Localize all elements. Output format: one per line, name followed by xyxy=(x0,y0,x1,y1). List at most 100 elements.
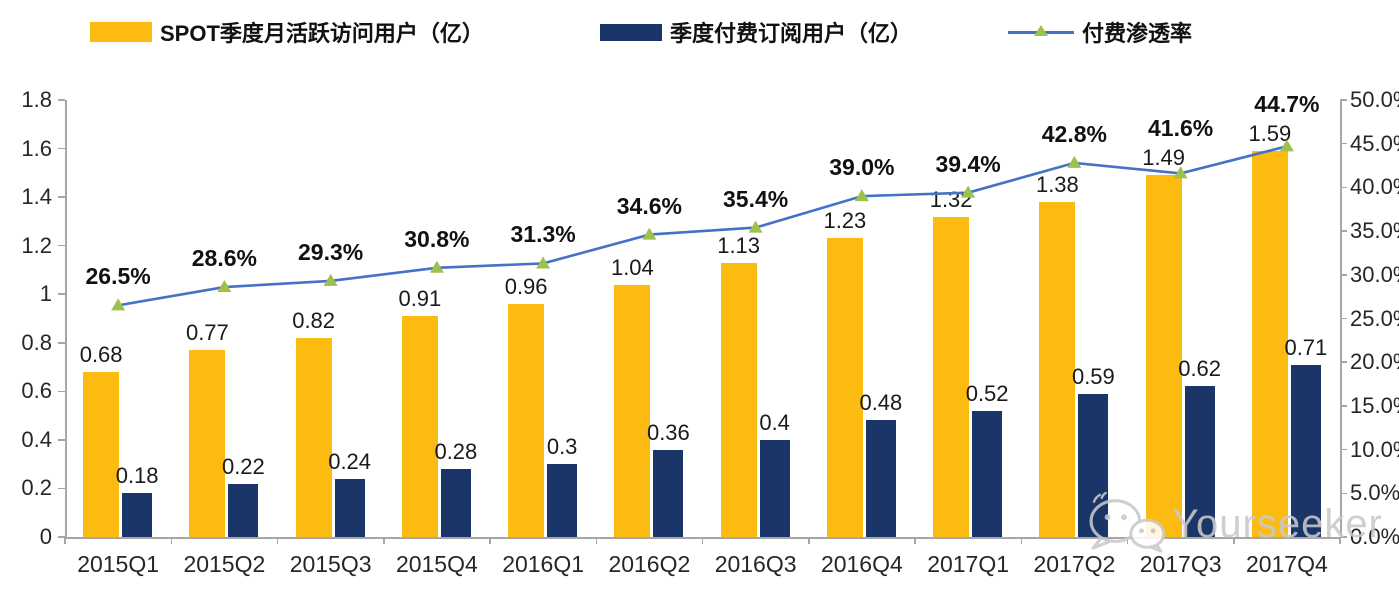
y-axis-left-tick xyxy=(58,147,65,150)
bar-subscribers xyxy=(1290,364,1321,537)
bar-label-subscribers: 0.4 xyxy=(759,409,790,435)
bar-subscribers xyxy=(440,469,471,537)
legend-swatch-subscribers xyxy=(600,23,662,41)
x-axis-tick xyxy=(914,537,916,544)
x-axis-label: 2017Q2 xyxy=(1033,551,1116,577)
y-axis-right-tick xyxy=(1340,405,1347,407)
y-axis-right-tick xyxy=(1340,317,1347,320)
bar-mau xyxy=(508,303,545,537)
triangle-marker-icon xyxy=(429,260,444,273)
y-axis-right-label: 15.0% xyxy=(1350,392,1399,418)
bar-mau xyxy=(83,371,120,537)
triangle-marker-icon xyxy=(1173,166,1188,179)
x-axis-tick xyxy=(383,537,385,544)
bar-mau xyxy=(189,350,226,537)
bar-mau xyxy=(614,284,651,537)
y-axis-right-label: 5.0% xyxy=(1350,480,1399,506)
penetration-label: 44.7% xyxy=(1254,90,1320,117)
y-axis-left-label: 0.6 xyxy=(21,378,52,404)
triangle-marker-icon xyxy=(1067,155,1082,168)
penetration-line xyxy=(111,139,1294,311)
y-axis-left-tick xyxy=(58,293,65,295)
penetration-label: 39.4% xyxy=(935,150,1001,177)
x-axis-tick xyxy=(808,537,810,544)
triangle-marker-icon xyxy=(323,273,338,286)
penetration-label: 30.8% xyxy=(404,225,470,252)
triangle-marker-icon xyxy=(217,280,232,293)
y-axis-right-label: 20.0% xyxy=(1350,349,1399,375)
bar-mau xyxy=(826,238,863,537)
penetration-label: 26.5% xyxy=(85,263,151,290)
legend-item-mau: SPOT季度月活跃访问用户（亿） xyxy=(90,18,484,46)
bar-label-subscribers: 0.71 xyxy=(1284,334,1328,360)
bar-label-mau: 1.59 xyxy=(1248,120,1292,146)
triangle-marker-icon xyxy=(111,298,126,311)
bar-label-subscribers: 0.28 xyxy=(434,439,478,465)
bar-label-subscribers: 0.48 xyxy=(859,390,903,416)
y-axis-right-tick xyxy=(1340,186,1347,189)
x-axis-tick xyxy=(170,537,172,544)
x-axis-tick xyxy=(276,537,279,544)
y-axis-left-label: 1.4 xyxy=(21,184,52,210)
legend-item-penetration: 付费渗透率 xyxy=(1008,18,1192,46)
bar-subscribers xyxy=(122,493,153,537)
bar-subscribers xyxy=(972,410,1003,537)
y-axis-left-label: 0.2 xyxy=(21,475,52,501)
legend-item-subscribers: 季度付费订阅用户（亿） xyxy=(600,18,912,46)
y-axis-right-tick xyxy=(1340,142,1347,145)
y-axis-right-tick xyxy=(1340,99,1347,101)
y-axis-right-tick xyxy=(1340,448,1347,451)
x-axis-tick xyxy=(701,537,704,544)
y-axis-right-label: 40.0% xyxy=(1350,174,1399,200)
bar-mau xyxy=(401,316,438,537)
penetration-label: 41.6% xyxy=(1148,115,1214,142)
bar-subscribers xyxy=(334,478,365,537)
x-axis-tick xyxy=(1020,537,1022,544)
bar-subscribers xyxy=(228,483,259,537)
line-marker-icon xyxy=(1008,22,1074,42)
x-axis-label: 2015Q4 xyxy=(395,551,478,577)
x-axis-label: 2016Q1 xyxy=(502,551,585,577)
y-axis-left-label: 1.6 xyxy=(21,135,52,161)
y-axis-left-line xyxy=(65,100,67,537)
x-axis-tick xyxy=(1126,537,1129,544)
x-axis-label: 2015Q3 xyxy=(289,551,372,577)
bar-label-mau: 0.91 xyxy=(398,286,442,312)
y-axis-right-tick xyxy=(1340,230,1347,232)
bar-subscribers xyxy=(547,464,578,537)
bar-subscribers xyxy=(865,420,896,537)
triangle-marker-icon xyxy=(748,220,763,233)
legend-label-penetration: 付费渗透率 xyxy=(1082,21,1193,46)
triangle-marker-icon xyxy=(642,227,657,240)
y-axis-left-tick xyxy=(58,196,65,198)
bar-label-mau: 1.13 xyxy=(717,232,761,258)
y-axis-left-label: 1.2 xyxy=(21,232,52,258)
triangle-marker-icon xyxy=(961,185,976,198)
bar-label-subscribers: 0.24 xyxy=(328,448,372,474)
bar-mau xyxy=(720,262,757,537)
triangle-marker-icon xyxy=(854,189,869,202)
y-axis-left-label: 0 xyxy=(39,524,52,549)
bar-mau xyxy=(1145,175,1182,537)
bar-label-subscribers: 0.59 xyxy=(1071,363,1115,389)
triangle-marker-icon xyxy=(1279,139,1294,152)
penetration-label: 34.6% xyxy=(616,192,682,219)
x-axis-tick xyxy=(1339,537,1341,544)
triangle-marker-icon xyxy=(536,256,551,269)
y-axis-left-tick xyxy=(58,244,65,247)
bar-label-mau: 0.68 xyxy=(79,341,123,367)
bar-label-subscribers: 0.52 xyxy=(965,380,1009,406)
y-axis-left-tick xyxy=(58,390,65,393)
x-axis-tick xyxy=(1233,537,1235,544)
y-axis-right-tick xyxy=(1340,492,1347,495)
bar-label-subscribers: 0.36 xyxy=(646,419,690,445)
bar-label-mau: 0.82 xyxy=(292,307,336,333)
bar-label-mau: 1.49 xyxy=(1142,145,1186,171)
y-axis-left-label: 1.8 xyxy=(21,87,52,112)
y-axis-left-label: 1 xyxy=(39,281,52,307)
x-axis-label: 2017Q1 xyxy=(927,551,1010,577)
penetration-label: 39.0% xyxy=(829,154,895,181)
penetration-label: 42.8% xyxy=(1041,120,1107,147)
